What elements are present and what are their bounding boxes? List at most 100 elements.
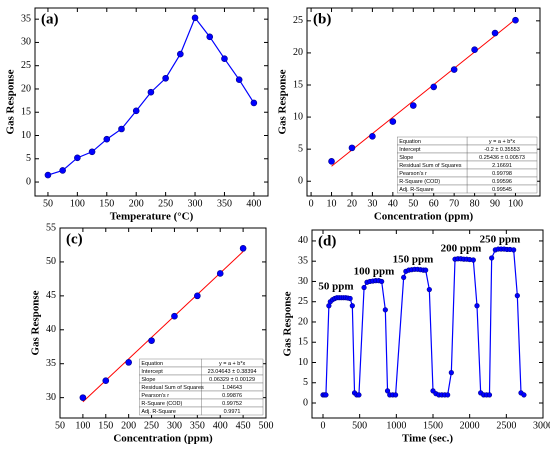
- data-point: [147, 88, 155, 96]
- data-point: [125, 359, 132, 366]
- data-point: [471, 46, 478, 54]
- y-tick-label: 0: [303, 397, 308, 408]
- data-point: [521, 392, 527, 398]
- y-tick-label: 35: [298, 255, 308, 266]
- data-point: [103, 135, 111, 143]
- x-tick-label: 10: [327, 198, 337, 209]
- panel: 0 10 20 30 40 50 60 70 80 90 100 0 5 10 15 20 25 Concentr…: [277, 7, 541, 223]
- y-tick-label: 45: [46, 290, 56, 301]
- y-tick-label: 5: [298, 143, 303, 154]
- data-point: [132, 107, 140, 115]
- table-cell: [466, 184, 538, 194]
- y-tick-label: 10: [21, 130, 31, 141]
- y-tick-label: 55: [46, 222, 56, 233]
- data-point: [511, 247, 517, 253]
- y-tick-label: 30: [46, 392, 56, 403]
- x-tick-label: 30: [367, 198, 377, 209]
- x-axis-title: Temperature (°C): [110, 211, 194, 223]
- y-tick-label: 15: [21, 107, 31, 118]
- data-point: [148, 337, 155, 344]
- x-tick-label: 50: [43, 198, 53, 209]
- table-text: 1.04643: [222, 385, 242, 391]
- data-point: [349, 303, 355, 309]
- fit-line: [82, 251, 244, 403]
- y-tick-label: 15: [293, 79, 303, 90]
- table-text: 0.25436 ± 0.00573: [479, 155, 525, 161]
- x-tick-label: 250: [144, 420, 159, 431]
- data-point: [423, 267, 429, 273]
- table-text: Adj. R-Square: [399, 187, 434, 193]
- table-text: Equation: [399, 139, 421, 145]
- x-tick-label: 40: [388, 198, 398, 209]
- data-point: [191, 14, 199, 22]
- y-tick-label: 20: [298, 316, 308, 327]
- y-tick-label: 25: [21, 60, 31, 71]
- x-tick-label: 200: [129, 198, 144, 209]
- data-point: [491, 29, 499, 37]
- data-point: [393, 392, 399, 398]
- data-point: [448, 370, 454, 376]
- table-text: Slope: [399, 155, 413, 161]
- x-tick-label: 400: [246, 198, 261, 209]
- table-text: Residual Sum of Squares: [141, 385, 204, 391]
- data-point: [88, 148, 96, 156]
- table-cell: [200, 406, 264, 416]
- x-tick-label: 150: [99, 198, 114, 209]
- annotation: 250 ppm: [480, 234, 521, 246]
- table-text: y = a + b*x: [219, 361, 246, 367]
- table-text: 0.99752: [222, 401, 242, 407]
- data-point: [470, 257, 476, 263]
- y-axis-title: Gas Response: [282, 291, 294, 356]
- x-tick-label: 80: [470, 198, 480, 209]
- data-point: [239, 245, 247, 252]
- plot-frame: [311, 229, 544, 419]
- x-tick-label: 20: [347, 198, 357, 209]
- data-point: [235, 76, 243, 83]
- panel: 50 100 150 200 250 300 350 400 450 500 30 35 40 45 50 5…: [30, 222, 274, 444]
- data-point: [426, 286, 432, 293]
- y-tick-label: 5: [26, 153, 31, 164]
- table-text: Intercept: [141, 369, 163, 375]
- panel-label: (d): [318, 233, 336, 249]
- data-point: [162, 74, 169, 82]
- table-text: Equation: [141, 361, 163, 367]
- data-point: [323, 392, 329, 398]
- plot-frame: [59, 227, 267, 419]
- data-point: [384, 388, 391, 394]
- panel-label: (c): [66, 231, 83, 247]
- table-text: Pearson's r: [399, 171, 427, 177]
- data-point: [44, 171, 52, 179]
- data-point: [328, 158, 335, 165]
- fit-line: [331, 18, 516, 167]
- x-tick-label: 500: [352, 420, 367, 431]
- data-point: [177, 50, 184, 58]
- table-text: 0.99798: [492, 171, 512, 177]
- x-tick-label: 1500: [423, 420, 443, 431]
- table-text: Pearson's r: [141, 393, 169, 399]
- panel-label: (a): [41, 11, 59, 27]
- data-point: [512, 16, 519, 24]
- data-point: [348, 144, 356, 152]
- x-tick-label: 100: [75, 420, 90, 431]
- x-tick-label: 300: [167, 420, 182, 431]
- y-tick-label: 25: [298, 296, 308, 307]
- annotation: 50 ppm: [318, 281, 353, 293]
- data-point: [74, 154, 81, 162]
- data-point: [369, 133, 376, 140]
- data-point: [389, 118, 397, 125]
- table-text: 0.9971: [224, 409, 241, 415]
- table-text: R-Square (COD): [141, 401, 182, 407]
- x-tick-label: 150: [98, 420, 113, 431]
- y-tick-label: 0: [298, 176, 303, 187]
- data-point: [118, 125, 125, 133]
- data-point: [430, 83, 438, 91]
- y-tick-label: 0: [26, 176, 31, 187]
- y-tick-label: 15: [298, 337, 308, 348]
- x-tick-label: 70: [449, 198, 459, 209]
- y-tick-label: 20: [21, 83, 31, 94]
- table-text: y = a + b*x: [489, 139, 516, 145]
- y-tick-label: 35: [21, 13, 31, 24]
